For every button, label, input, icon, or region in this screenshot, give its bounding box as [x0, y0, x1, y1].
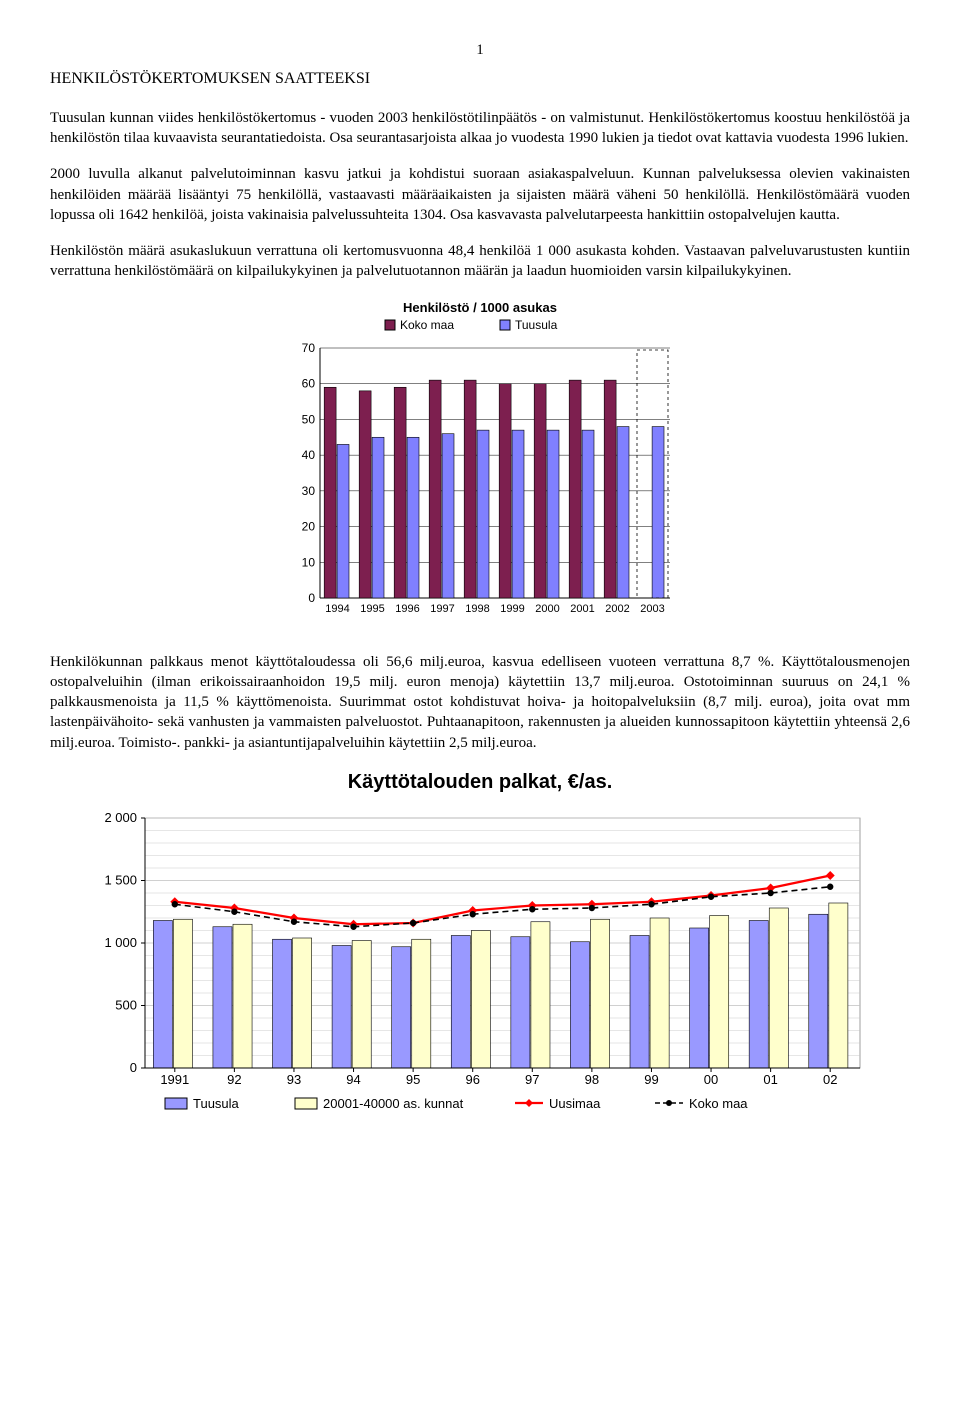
svg-text:40: 40 [302, 448, 316, 462]
svg-text:500: 500 [115, 997, 137, 1012]
page-number: 1 [50, 40, 910, 60]
paragraph-2: 2000 luvulla alkanut palvelutoiminnan ka… [50, 164, 910, 225]
svg-text:1997: 1997 [430, 603, 454, 615]
chart2-title: Käyttötalouden palkat, €/as. [50, 769, 910, 796]
paragraph-3: Henkilöstön määrä asukaslukuun verrattun… [50, 241, 910, 282]
svg-text:96: 96 [465, 1072, 479, 1087]
chart1: Henkilöstö / 1000 asukas Koko maa Tuusula 0… [280, 298, 680, 628]
svg-text:10: 10 [302, 555, 316, 569]
chart2-container: 0 500 1 000 1 500 2 000 1991 92 93 94 95 96 97 98 99 0… [50, 808, 910, 1118]
chart1-container: Henkilöstö / 1000 asukas Koko maa Tuusula 0… [50, 298, 910, 628]
svg-text:Koko maa: Koko maa [689, 1096, 748, 1111]
svg-text:1 000: 1 000 [104, 935, 137, 950]
svg-text:0: 0 [130, 1060, 137, 1075]
svg-text:0: 0 [308, 591, 315, 605]
svg-text:Henkilöstö / 1000 asukas: Henkilöstö / 1000 asukas [403, 300, 557, 315]
svg-text:1995: 1995 [360, 603, 384, 615]
svg-text:1996: 1996 [395, 603, 419, 615]
chart2: 0 500 1 000 1 500 2 000 1991 92 93 94 95 96 97 98 99 0… [90, 808, 870, 1118]
paragraph-1: Tuusulan kunnan viides henkilöstökertomu… [50, 108, 910, 149]
svg-text:70: 70 [302, 341, 316, 355]
svg-text:01: 01 [763, 1072, 777, 1087]
svg-text:00: 00 [704, 1072, 718, 1087]
svg-text:1999: 1999 [500, 603, 524, 615]
svg-text:60: 60 [302, 376, 316, 390]
page-heading: HENKILÖSTÖKERTOMUKSEN SAATTEEKSI [50, 68, 910, 90]
svg-text:95: 95 [406, 1072, 420, 1087]
svg-text:20001-40000 as. kunnat: 20001-40000 as. kunnat [323, 1096, 464, 1111]
svg-text:93: 93 [287, 1072, 301, 1087]
svg-text:Uusimaa: Uusimaa [549, 1096, 601, 1111]
svg-text:99: 99 [644, 1072, 658, 1087]
svg-text:30: 30 [302, 483, 316, 497]
svg-text:1 500: 1 500 [104, 872, 137, 887]
paragraph-4: Henkilökunnan palkkaus menot käyttötalou… [50, 652, 910, 753]
svg-text:1998: 1998 [465, 603, 489, 615]
svg-text:1994: 1994 [325, 603, 349, 615]
svg-text:Tuusula: Tuusula [193, 1096, 240, 1111]
svg-text:2003: 2003 [640, 603, 664, 615]
svg-text:Koko maa: Koko maa [400, 318, 454, 332]
svg-text:02: 02 [823, 1072, 837, 1087]
svg-text:2 000: 2 000 [104, 810, 137, 825]
svg-text:2000: 2000 [535, 603, 559, 615]
svg-text:50: 50 [302, 412, 316, 426]
svg-text:97: 97 [525, 1072, 539, 1087]
svg-text:92: 92 [227, 1072, 241, 1087]
svg-text:Tuusula: Tuusula [515, 318, 558, 332]
svg-text:98: 98 [585, 1072, 599, 1087]
svg-text:94: 94 [346, 1072, 360, 1087]
svg-text:20: 20 [302, 519, 316, 533]
svg-text:2002: 2002 [605, 603, 629, 615]
svg-text:1991: 1991 [160, 1072, 189, 1087]
svg-text:2001: 2001 [570, 603, 594, 615]
